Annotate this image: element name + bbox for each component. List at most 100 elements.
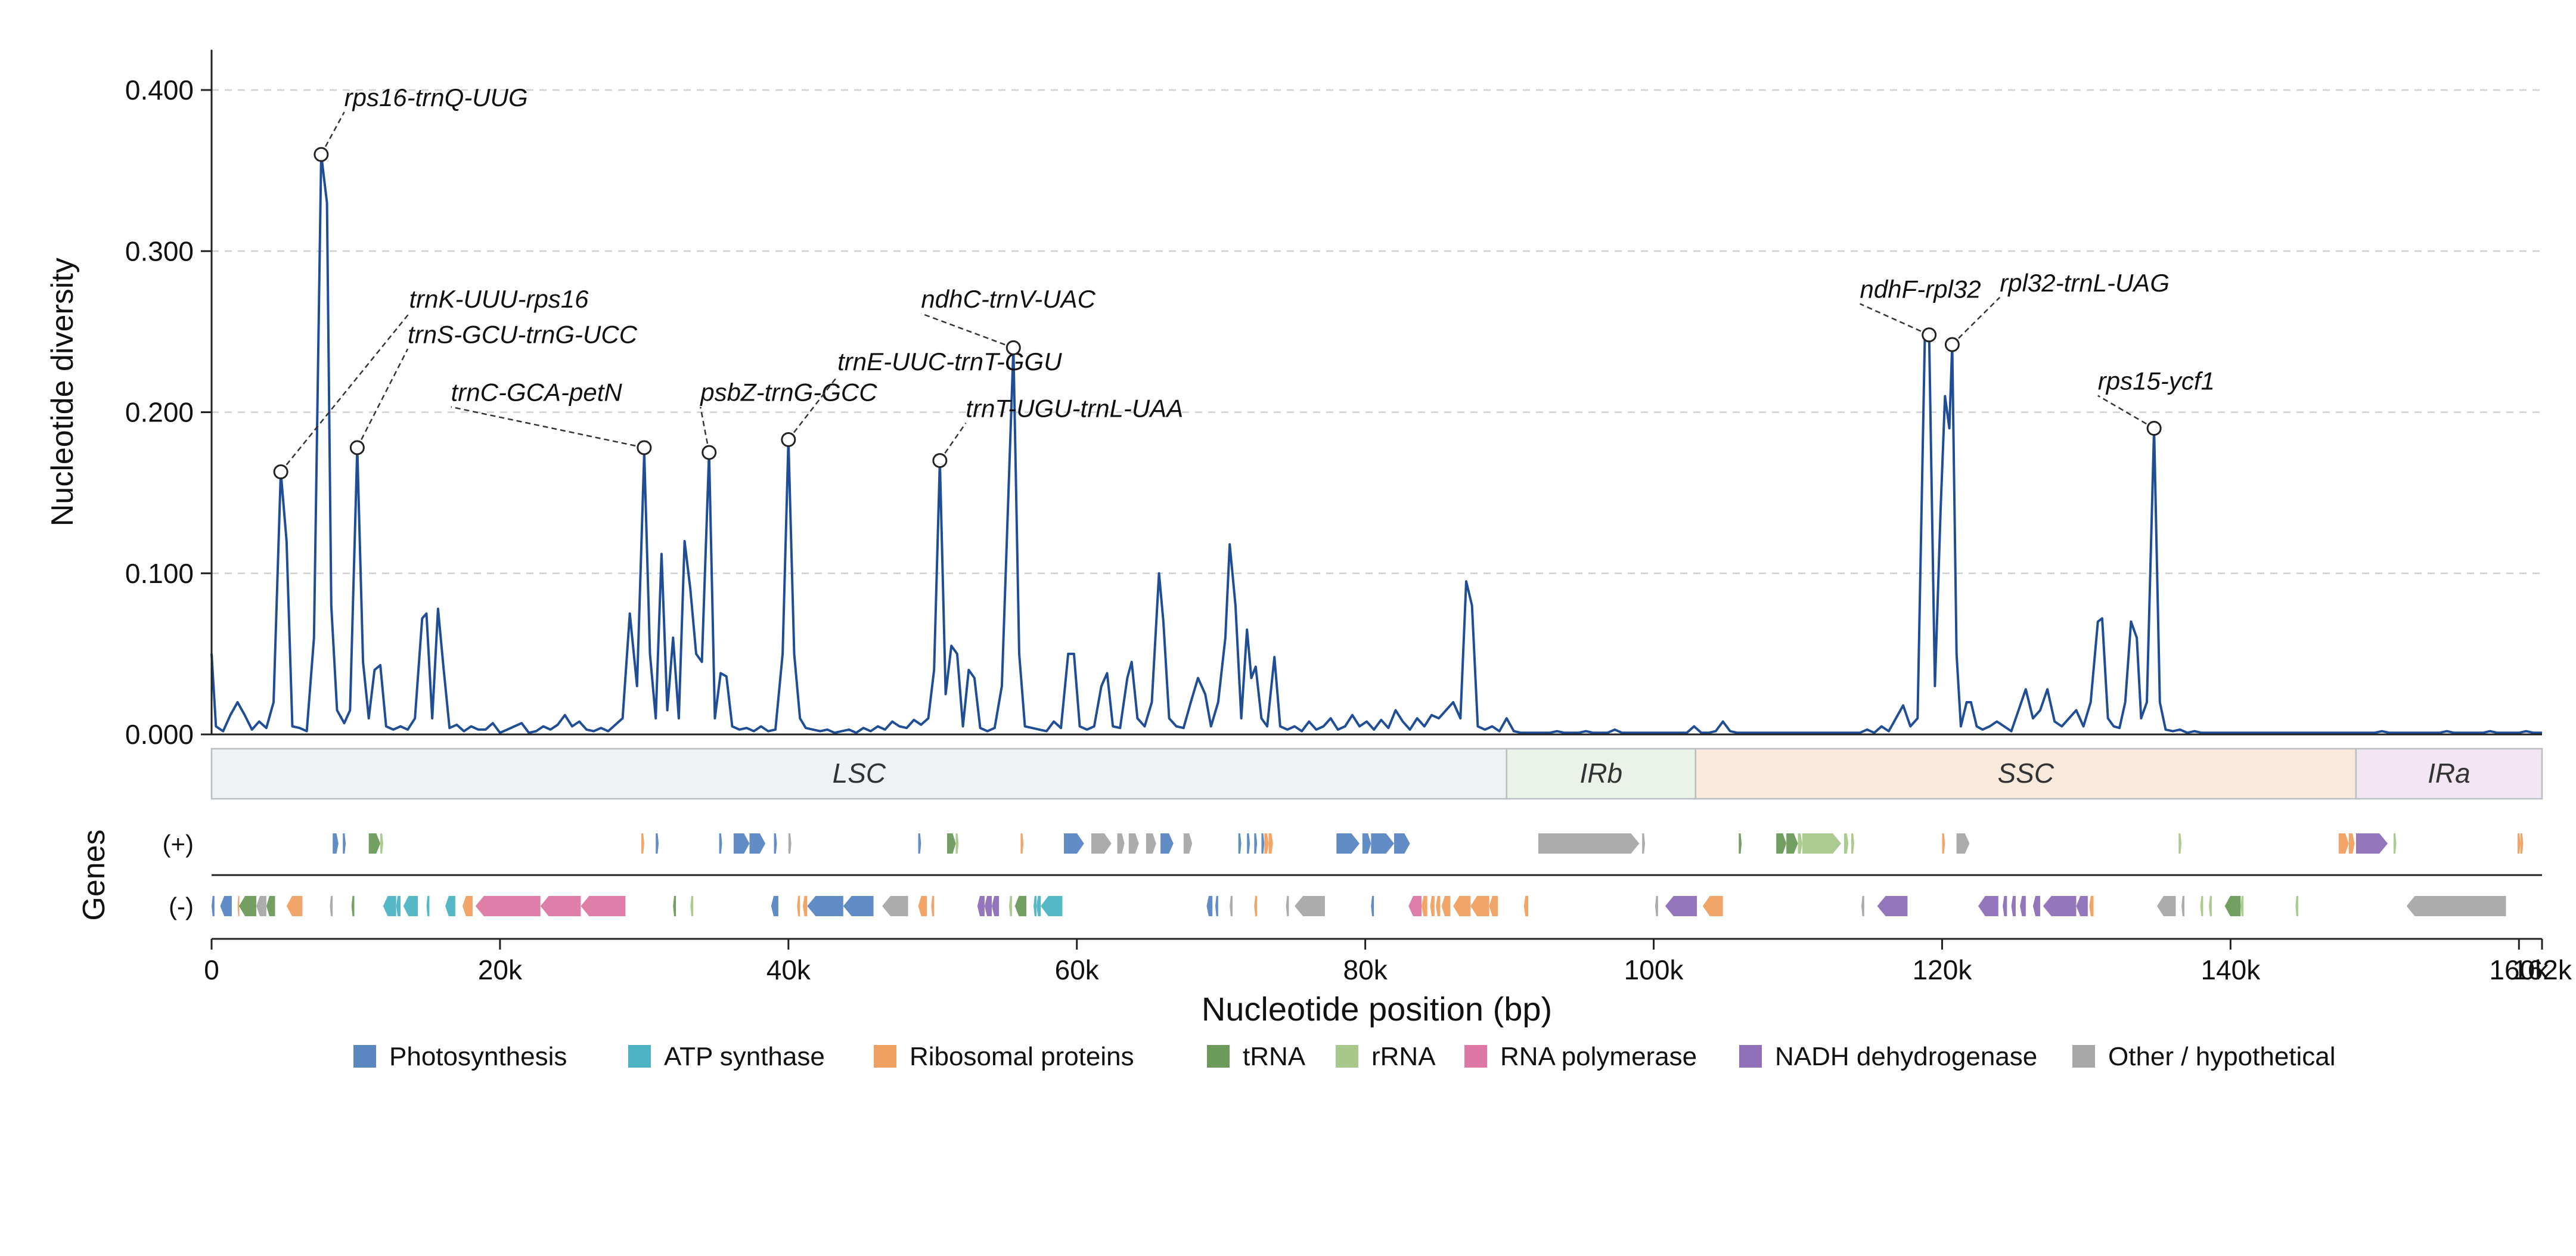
x-tick-label: 80k: [1343, 954, 1388, 985]
annotation-label: rps15-ycf1: [2098, 367, 2215, 395]
minus-strand-label: (-): [169, 892, 194, 920]
annotation-label: trnE-UUC-trnT-GGU: [837, 348, 1062, 376]
legend-label: rRNA: [1371, 1042, 1436, 1071]
gene-plus-28: [1336, 833, 1360, 854]
gene-minus-66: [2181, 896, 2184, 916]
gene-plus-37: [1798, 833, 1802, 854]
gene-minus-52: [1655, 896, 1658, 916]
gene-plus-0: [333, 833, 339, 854]
peak-annotation: psbZ-trnG-GCC: [699, 379, 877, 460]
legend-item: tRNA: [1207, 1042, 1306, 1071]
gene-plus-49: [2520, 833, 2524, 854]
gene-plus-32: [1538, 833, 1640, 854]
gene-plus-12: [947, 833, 956, 854]
gene-minus-34: [1036, 896, 1041, 916]
gene-minus-48: [1453, 896, 1471, 916]
legend-label: RNA polymerase: [1500, 1042, 1697, 1071]
annotation-label: rps16-trnQ-UUG: [344, 83, 528, 111]
annotation-leader-line: [451, 406, 645, 449]
gene-plus-1: [343, 833, 346, 854]
gene-minus-67: [2200, 896, 2203, 916]
gene-plus-25: [1261, 833, 1265, 854]
gene-minus-46: [1436, 896, 1441, 916]
gene-plus-4: [641, 833, 644, 854]
legend-swatch: [874, 1045, 896, 1068]
gene-plus-8: [749, 833, 766, 854]
gene-plus-38: [1802, 833, 1842, 854]
gene-plus-9: [774, 833, 777, 854]
region-ira: IRa: [2355, 748, 2543, 800]
gene-minus-2: [237, 896, 240, 916]
gene-plus-35: [1776, 833, 1787, 854]
gene-plus-36: [1786, 833, 1798, 854]
diversity-line-layer: [210, 153, 2542, 734]
gene-minus-68: [2209, 896, 2212, 916]
gene-minus-0: [212, 896, 215, 916]
gridlines: [212, 89, 2542, 574]
region-label: SSC: [1998, 758, 2054, 789]
legend-item: Photosynthesis: [353, 1042, 567, 1071]
gene-minus-33: [1033, 896, 1036, 916]
gene-minus-55: [1861, 896, 1864, 916]
gene-minus-72: [2406, 896, 2506, 916]
gene-minus-18: [673, 896, 676, 916]
gene-plus-24: [1254, 833, 1258, 854]
gene-plus-44: [2338, 833, 2349, 854]
legend-swatch: [2072, 1045, 2095, 1068]
gene-minus-61: [2032, 896, 2040, 916]
gene-minus-44: [1422, 896, 1427, 916]
gene-minus-36: [1206, 896, 1213, 916]
x-axis-title: Nucleotide position (bp): [1202, 990, 1552, 1028]
gene-minus-15: [475, 896, 541, 916]
gene-plus-27: [1268, 833, 1273, 854]
genome-regions: LSC IRb SSC IRa: [210, 748, 2543, 800]
diversity-line: [210, 153, 2542, 734]
peak-annotation: ndhC-trnV-UAC: [920, 285, 1096, 355]
x-tick-label: 40k: [766, 954, 811, 985]
gene-minus-10: [396, 896, 401, 916]
region-box: [2355, 748, 2543, 800]
gene-minus-11: [403, 896, 418, 916]
gene-minus-37: [1215, 896, 1218, 916]
x-tick-label: 162k: [2512, 954, 2572, 985]
y-tick-label: 0.200: [125, 397, 194, 428]
peak-marker: [1944, 337, 1960, 352]
peak-annotation: rps16-trnQ-UUG: [314, 83, 528, 162]
plus-strand-label: (+): [163, 830, 194, 858]
gene-plus-46: [2355, 833, 2388, 854]
legend-swatch: [1207, 1045, 1230, 1068]
gene-minus-51: [1523, 896, 1529, 916]
legend-item: Ribosomal proteins: [874, 1042, 1134, 1071]
gene-minus-58: [2003, 896, 2007, 916]
peak-annotation: trnT-UGU-trnL-UAA: [932, 395, 1183, 469]
peak-marker: [702, 445, 717, 460]
gene-minus-62: [2043, 896, 2077, 916]
gene-plus-13: [955, 833, 959, 854]
gene-plus-26: [1264, 833, 1269, 854]
peak-annotation: trnK-UUU-rps16: [273, 285, 589, 479]
annotation-label: rpl32-trnL-UAG: [2000, 269, 2170, 297]
gene-minus-19: [690, 896, 694, 916]
gene-plus-18: [1128, 833, 1139, 854]
gene-plus-15: [1064, 833, 1084, 854]
gene-minus-27: [931, 896, 935, 916]
legend-item: Other / hypothetical: [2072, 1042, 2336, 1071]
gene-minus-60: [2020, 896, 2026, 916]
gene-minus-65: [2157, 896, 2176, 916]
annotation-leader-line: [939, 422, 967, 461]
annotation-leader-line: [280, 313, 410, 473]
y-tick-label: 0.100: [125, 558, 194, 589]
gene-minus-70: [2240, 896, 2244, 916]
annotation-label: trnC-GCA-petN: [451, 379, 623, 407]
legend-swatch: [353, 1045, 376, 1068]
gene-plus-23: [1247, 833, 1250, 854]
legend-item: ATP synthase: [628, 1042, 825, 1071]
gene-minus-6: [286, 896, 303, 916]
x-tick-label: 60k: [1055, 954, 1100, 985]
gene-minus-8: [351, 896, 355, 916]
x-tick-label: 160k: [2489, 954, 2549, 985]
peak-annotation: trnE-UUC-trnT-GGU: [781, 348, 1062, 447]
region-box: [1694, 748, 2357, 800]
gene-plus-47: [2393, 833, 2397, 854]
